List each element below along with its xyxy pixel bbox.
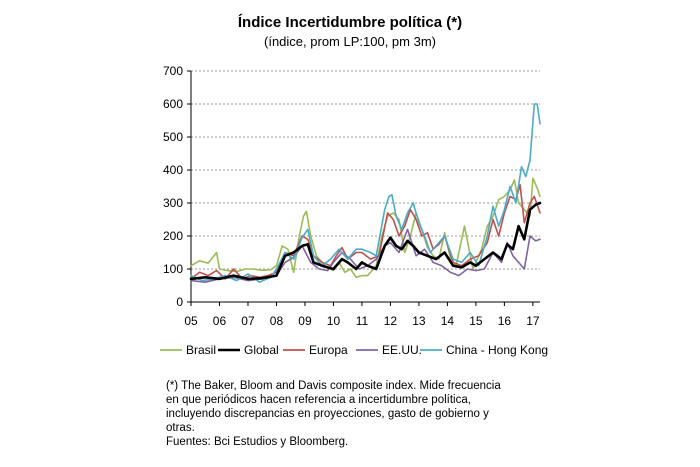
x-tick-label: 12: [384, 314, 398, 328]
y-tick-label: 0: [176, 295, 183, 309]
chart-subtitle: (índice, prom LP:100, pm 3m): [264, 34, 436, 49]
x-tick-label: 08: [270, 314, 284, 328]
footnote-line: incluyendo discrepancias en proyecciones…: [166, 408, 489, 420]
legend-item: EE.UU.: [356, 343, 422, 357]
x-tick-label: 15: [469, 314, 483, 328]
legend-label: China - Hong Kong: [446, 343, 548, 357]
legend-label: Europa: [309, 343, 348, 357]
legend-label: Brasil: [186, 343, 216, 357]
x-tick-label: 13: [412, 314, 426, 328]
y-tick-label: 600: [163, 97, 183, 111]
footnote: (*) The Baker, Bloom and Davis composite…: [166, 379, 566, 449]
y-tick-label: 300: [163, 196, 183, 210]
x-tick-label: 09: [298, 314, 312, 328]
x-tick-label: 17: [526, 314, 540, 328]
series-line-global: [189, 201, 542, 281]
x-tick-label: 11: [356, 314, 369, 328]
series-line-china-hong-kong: [190, 103, 541, 284]
legend-label: EE.UU.: [382, 343, 422, 357]
footnote-line: (*) The Baker, Bloom and Davis composite…: [166, 380, 501, 392]
y-tick-label: 700: [163, 64, 183, 78]
series-line-europa: [190, 184, 541, 280]
y-tick-label: 500: [163, 130, 183, 144]
x-tick-label: 14: [441, 314, 455, 328]
legend-item: Europa: [283, 343, 348, 357]
footnote-line: en que periódicos hacen referencia a inc…: [166, 394, 471, 406]
y-tick-label: 200: [163, 229, 183, 243]
y-tick-label: 400: [163, 163, 183, 177]
footnote-line: otras.: [166, 422, 195, 434]
x-tick-label: 16: [498, 314, 512, 328]
legend: Brasil Global Europa EE.UU. China - Hong Kon…: [160, 343, 548, 357]
x-tick-label: 07: [241, 314, 255, 328]
x-tick-label: 05: [184, 314, 198, 328]
axes: 0 100 200 300 400 500 600 700 05 06 07 08 09 10 11 12 13…: [163, 64, 540, 328]
source-line: Fuentes: Bci Estudios y Bloomberg.: [166, 436, 349, 448]
chart-title: Índice Incertidumbre política (*): [237, 14, 463, 31]
series-lines: [189, 103, 542, 284]
x-tick-label: 06: [213, 314, 227, 328]
y-tick-label: 100: [163, 262, 183, 276]
legend-label: Global: [244, 343, 279, 357]
legend-item: China - Hong Kong: [420, 343, 548, 357]
legend-item: Global: [218, 343, 279, 357]
x-tick-label: 10: [327, 314, 341, 328]
legend-item: Brasil: [160, 343, 216, 357]
